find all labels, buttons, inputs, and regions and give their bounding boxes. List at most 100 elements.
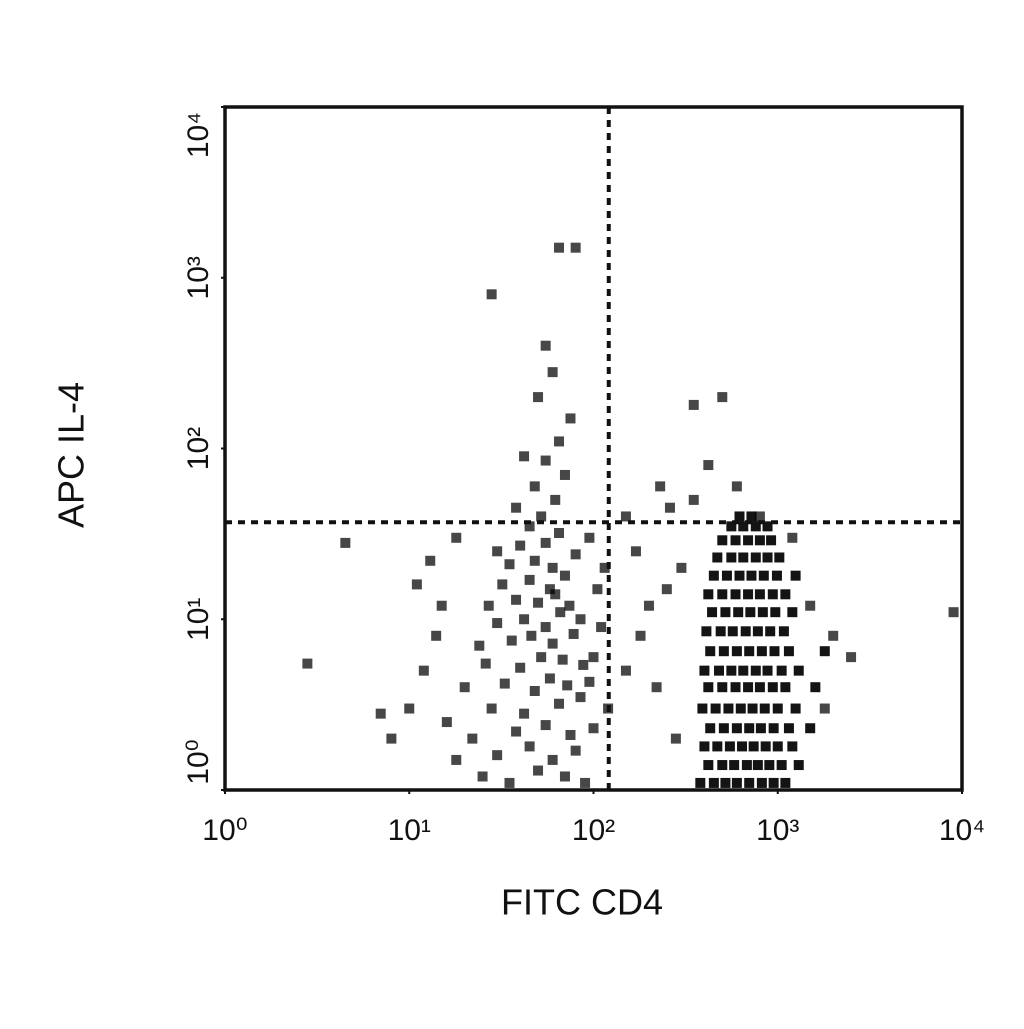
point bbox=[762, 521, 773, 532]
point bbox=[718, 723, 729, 734]
point bbox=[540, 622, 551, 633]
point bbox=[547, 367, 558, 378]
point bbox=[676, 562, 687, 573]
point bbox=[506, 635, 517, 646]
point bbox=[497, 579, 508, 590]
point bbox=[767, 682, 778, 693]
point bbox=[467, 733, 478, 744]
point bbox=[712, 741, 723, 752]
point bbox=[504, 559, 515, 570]
point bbox=[554, 242, 565, 253]
point bbox=[772, 703, 783, 714]
point bbox=[762, 552, 773, 563]
point bbox=[780, 682, 791, 693]
point bbox=[748, 741, 759, 752]
point bbox=[737, 741, 748, 752]
point bbox=[787, 532, 798, 543]
point bbox=[547, 562, 558, 573]
point bbox=[620, 665, 631, 676]
point bbox=[411, 579, 422, 590]
point bbox=[584, 676, 595, 687]
x-tick-label: 10³ bbox=[756, 814, 799, 847]
point bbox=[717, 682, 728, 693]
point bbox=[743, 682, 754, 693]
point bbox=[492, 750, 503, 761]
point bbox=[783, 723, 794, 734]
point bbox=[810, 682, 821, 693]
point bbox=[768, 777, 779, 788]
point bbox=[524, 521, 535, 532]
point bbox=[721, 570, 732, 581]
point bbox=[540, 720, 551, 731]
x-tick-label: 10² bbox=[572, 814, 615, 847]
point bbox=[519, 614, 530, 625]
point bbox=[643, 600, 654, 611]
point bbox=[703, 589, 714, 600]
point bbox=[783, 646, 794, 657]
point bbox=[451, 754, 462, 765]
point bbox=[486, 289, 497, 300]
point bbox=[734, 511, 745, 522]
point bbox=[386, 733, 397, 744]
point bbox=[375, 708, 386, 719]
point bbox=[575, 692, 586, 703]
point bbox=[805, 600, 816, 611]
y-tick-label: 10³ bbox=[182, 256, 215, 299]
point bbox=[705, 646, 716, 657]
point bbox=[540, 455, 551, 466]
point bbox=[750, 665, 761, 676]
point bbox=[570, 549, 581, 560]
y-tick-label: 10⁴ bbox=[182, 112, 215, 158]
point bbox=[340, 537, 351, 548]
point bbox=[715, 626, 726, 637]
point bbox=[717, 589, 728, 600]
point bbox=[819, 703, 830, 714]
point bbox=[441, 717, 452, 728]
y-tick-label: 10¹ bbox=[182, 598, 215, 641]
point bbox=[765, 626, 776, 637]
point bbox=[584, 532, 595, 543]
point bbox=[524, 741, 535, 752]
point bbox=[778, 626, 789, 637]
point bbox=[562, 680, 573, 691]
point bbox=[712, 552, 723, 563]
point bbox=[536, 652, 547, 663]
point bbox=[717, 392, 728, 403]
point bbox=[752, 760, 763, 771]
point bbox=[533, 392, 544, 403]
point bbox=[744, 723, 755, 734]
point bbox=[547, 638, 558, 649]
point bbox=[708, 777, 719, 788]
y-axis-label: APC IL-4 bbox=[51, 382, 92, 528]
point bbox=[703, 760, 714, 771]
point bbox=[772, 741, 783, 752]
point bbox=[744, 777, 755, 788]
point bbox=[733, 607, 744, 618]
point bbox=[431, 630, 442, 641]
point bbox=[695, 777, 706, 788]
point bbox=[536, 511, 547, 522]
point bbox=[771, 570, 782, 581]
point bbox=[790, 570, 801, 581]
point bbox=[846, 652, 857, 663]
point bbox=[726, 552, 737, 563]
point bbox=[570, 242, 581, 253]
point bbox=[747, 703, 758, 714]
point bbox=[707, 607, 718, 618]
point bbox=[768, 723, 779, 734]
point bbox=[554, 698, 565, 709]
point bbox=[760, 741, 771, 752]
point bbox=[486, 703, 497, 714]
point bbox=[757, 607, 768, 618]
point bbox=[554, 527, 565, 538]
point bbox=[735, 703, 746, 714]
point bbox=[670, 733, 681, 744]
point bbox=[780, 777, 791, 788]
point bbox=[714, 665, 725, 676]
point bbox=[776, 760, 787, 771]
point bbox=[661, 584, 672, 595]
point bbox=[717, 760, 728, 771]
point bbox=[787, 741, 798, 752]
point bbox=[754, 535, 765, 546]
